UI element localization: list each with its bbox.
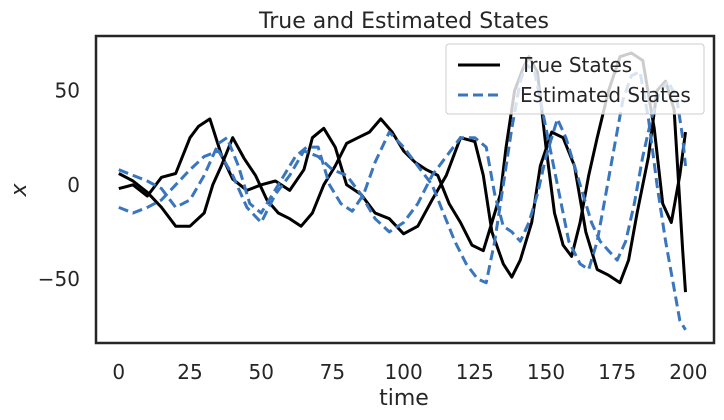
chart-title: True and Estimated States xyxy=(258,9,549,34)
x-tick-label: 125 xyxy=(456,360,494,384)
x-tick-label: 100 xyxy=(385,360,423,384)
x-tick-label: 75 xyxy=(320,360,345,384)
tick-layer: 0 25 50 75 100 125 150 175 200 −50 0 50 xyxy=(38,79,708,384)
legend-label-estimated: Estimated States xyxy=(520,83,691,107)
x-tick-label: 150 xyxy=(527,360,565,384)
legend-label-true: True States xyxy=(519,53,632,77)
x-tick-label: 200 xyxy=(669,360,707,384)
y-tick-label: −50 xyxy=(38,267,80,291)
estimated-states-line-2 xyxy=(118,62,687,331)
plot-frame xyxy=(94,34,716,345)
series-layer xyxy=(118,51,687,331)
y-tick-label: 0 xyxy=(67,173,80,197)
legend: True States Estimated States xyxy=(445,43,705,115)
legend-box xyxy=(445,43,705,115)
x-tick-label: 0 xyxy=(112,360,125,384)
estimated-states-line-3 xyxy=(118,79,687,262)
x-tick-label: 175 xyxy=(598,360,636,384)
y-axis-label: x xyxy=(7,183,32,198)
y-tick-label: 50 xyxy=(55,79,80,103)
x-tick-label: 25 xyxy=(177,360,202,384)
x-tick-label: 50 xyxy=(248,360,273,384)
true-states-line-1 xyxy=(118,51,687,258)
x-axis-label: time xyxy=(379,386,429,411)
